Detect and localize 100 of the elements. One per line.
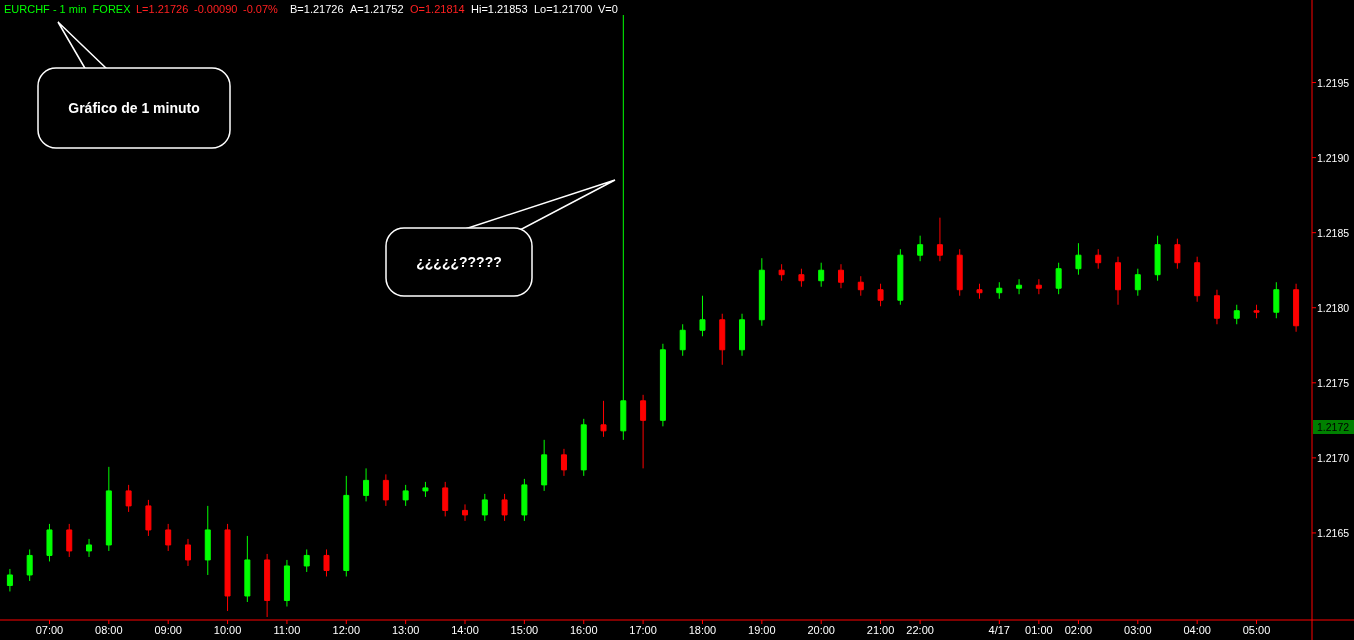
candlestick <box>580 418 587 477</box>
candlestick <box>283 559 290 607</box>
candlestick <box>105 466 112 552</box>
candlestick <box>66 523 73 558</box>
text: Lo=1.21700 <box>534 3 593 15</box>
annotation: ¿¿¿¿¿????? <box>416 254 502 270</box>
x-tick-label: 16:00 <box>569 624 598 636</box>
x-tick-label: 18:00 <box>688 624 717 636</box>
x-tick-label: 04:00 <box>1183 624 1211 636</box>
x-tick-label: 22:00 <box>906 624 934 636</box>
candlestick <box>758 257 765 327</box>
candlestick <box>46 523 53 562</box>
x-tick-label: 09:00 <box>154 624 182 636</box>
x-tick-label: 01:00 <box>1025 624 1053 636</box>
x-tick-label: 20:00 <box>807 624 835 636</box>
candlestick <box>996 281 1003 300</box>
candlestick <box>1273 281 1280 319</box>
y-tick-label: 1.2175 <box>1317 376 1350 389</box>
candlestick <box>363 467 370 502</box>
candlestick <box>600 400 607 438</box>
candlestick <box>1016 278 1023 295</box>
candlestick <box>442 481 449 517</box>
text: -0.00090 <box>194 3 238 15</box>
candlestick <box>1095 248 1102 270</box>
annotation: Gráfico de 1 minuto <box>68 100 200 116</box>
text: Hi=1.21853 <box>471 3 528 15</box>
candlestick <box>659 343 666 427</box>
candlestick <box>818 262 825 288</box>
candlestick <box>422 481 429 498</box>
x-tick-label: 15:00 <box>510 624 539 636</box>
candlestick <box>640 394 647 469</box>
candlestick <box>1253 304 1260 319</box>
candlestick <box>382 473 389 507</box>
candlestick <box>26 548 33 582</box>
candlestick <box>125 484 132 513</box>
candlestick <box>1293 283 1300 333</box>
x-tick-label: 05:00 <box>1242 624 1271 636</box>
candlestick <box>462 503 469 522</box>
candlestick <box>264 553 271 618</box>
candlestick <box>402 484 409 507</box>
candlestick <box>560 448 567 477</box>
candlestick <box>1134 268 1141 297</box>
candlestick <box>6 568 13 592</box>
candlestick <box>323 548 330 577</box>
candlestick <box>184 538 191 567</box>
x-tick-label: 19:00 <box>748 624 776 636</box>
candlestick <box>1174 238 1181 270</box>
candlestick <box>145 499 152 537</box>
y-tick-label: 1.2190 <box>1317 151 1350 164</box>
x-tick-label: 08:00 <box>95 624 123 636</box>
candlestick <box>1194 256 1201 303</box>
y-tick-label: 1.2185 <box>1317 226 1350 239</box>
text: V=0 <box>598 3 618 15</box>
candlestick <box>936 217 943 262</box>
chart-title: EURCHF - 1 min FOREX <box>4 3 132 15</box>
y-tick-label: 1.2165 <box>1317 526 1350 539</box>
x-tick-label: 13:00 <box>391 624 420 636</box>
candlestick <box>343 475 350 577</box>
text: L=1.21726 <box>136 3 189 15</box>
y-tick-label: 1.2195 <box>1317 76 1350 89</box>
candlestick <box>1075 242 1082 276</box>
candlestick <box>620 14 627 441</box>
candlestick <box>481 493 488 522</box>
text: 1.2172 <box>1317 421 1350 433</box>
x-tick-label: 17:00 <box>629 624 657 636</box>
x-tick-label: 10:00 <box>213 624 242 636</box>
candlestick <box>917 235 924 262</box>
candlestick <box>204 505 211 576</box>
candlestick <box>857 275 864 297</box>
candlestick <box>699 295 706 337</box>
candlestick <box>541 439 548 492</box>
x-tick-label: 21:00 <box>866 624 895 636</box>
text: O=1.21814 <box>410 3 465 15</box>
candlestick <box>798 268 805 288</box>
candlestick <box>303 548 310 573</box>
candlestick <box>1213 289 1220 325</box>
x-tick-label: 03:00 <box>1124 624 1152 636</box>
text: -0.07% <box>243 3 279 15</box>
x-tick-label: 4/17 <box>988 624 1010 636</box>
candlestick <box>1035 278 1042 295</box>
candlestick <box>837 263 844 289</box>
candlestick <box>224 523 231 612</box>
candlestick <box>1154 235 1161 282</box>
candlestick <box>719 313 726 366</box>
y-tick-label: 1.2180 <box>1317 301 1350 314</box>
x-tick-label: 02:00 <box>1064 624 1093 636</box>
candlestick <box>1233 304 1240 325</box>
candlestick <box>501 493 508 522</box>
candlestick <box>165 523 172 552</box>
candlestick <box>244 535 251 603</box>
candlestick <box>877 283 884 307</box>
x-tick-label: 11:00 <box>273 624 301 636</box>
x-tick-label: 12:00 <box>332 624 361 636</box>
candlestick <box>739 313 746 357</box>
candlestick <box>86 538 93 558</box>
y-tick-label: 1.2170 <box>1317 451 1350 464</box>
candlestick <box>521 478 528 522</box>
candlestick <box>956 248 963 297</box>
candlestick <box>679 323 686 357</box>
text: B=1.21726 <box>290 3 344 15</box>
